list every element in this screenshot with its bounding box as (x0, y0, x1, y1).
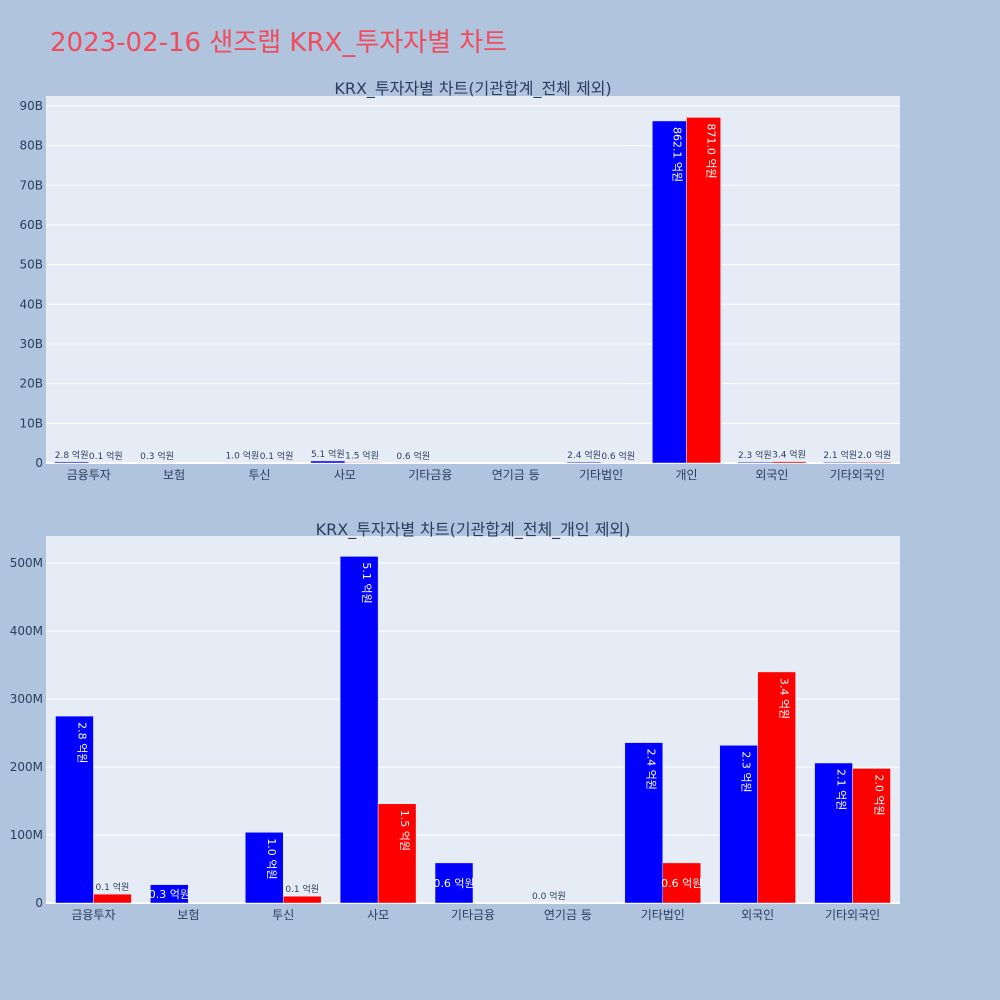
chart1-bar (857, 461, 892, 464)
chart2-bar (245, 832, 284, 904)
chart1-category-label: 사모 (334, 468, 356, 482)
chart1-ytick-label: 60B (19, 218, 43, 232)
chart2-bar (93, 893, 132, 904)
chart1-ytick-label: 80B (19, 139, 43, 153)
chart2-category-label: 금융투자 (71, 908, 115, 922)
chart2-data-label: 1.5 억원 (398, 810, 411, 851)
chart2-bar (662, 862, 701, 904)
chart1-data-label: 2.8 억원 (55, 449, 89, 461)
chart2-data-label: 2.3 억원 (740, 751, 753, 792)
chart2-bar (852, 768, 891, 904)
chart1-ytick-label: 30B (19, 337, 43, 351)
chart1-category-label: 금융투자 (67, 468, 111, 482)
chart1-plot-area (46, 96, 900, 463)
chart2-data-label: 0.1 억원 (285, 883, 319, 895)
chart1-ytick-label: 0 (35, 456, 43, 470)
chart2-data-label: 0.6 억원 (661, 877, 702, 890)
chart2-data-label: 0.6 억원 (433, 877, 474, 890)
chart1-bar (54, 461, 89, 464)
chart2-data-label: 2.4 억원 (645, 749, 658, 790)
page-title: 2023-02-16 샌즈랩 KRX_투자자별 차트 (50, 28, 508, 58)
chart2-category-label: 기타법인 (641, 908, 685, 922)
chart1-category-label: 개인 (675, 468, 697, 482)
chart1-ytick-label: 50B (19, 258, 43, 272)
chart2-category-label: 사모 (367, 908, 389, 922)
chart2-category-label: 보험 (177, 908, 199, 922)
chart1-bar (737, 461, 773, 464)
chart1-data-label: 0.6 억원 (601, 450, 635, 462)
chart2-category-label: 외국인 (741, 908, 774, 922)
chart1-category-label: 투신 (248, 468, 270, 482)
chart1-data-label: 5.1 억원 (311, 448, 345, 460)
chart1-data-label: 2.0 억원 (858, 449, 892, 461)
chart1-title: KRX_투자자별 차트(기관합계_전체 제외) (334, 79, 611, 99)
chart1-bar (652, 120, 687, 464)
chart2-data-label: 2.0 억원 (872, 774, 885, 815)
chart1-category-label: 기타금융 (408, 468, 452, 482)
chart1-bar (566, 461, 602, 464)
chart2-bar (377, 803, 417, 904)
chart2-data-label: 0.3 억원 (149, 888, 190, 901)
chart1-data-label: 0.1 억원 (89, 450, 123, 462)
chart1-bar (344, 462, 380, 464)
chart1-bar (310, 460, 346, 464)
chart2-data-label: 2.1 억원 (834, 769, 847, 810)
chart1-data-label: 862.1 억원 (670, 127, 683, 182)
chart1-category-label: 외국인 (755, 468, 788, 482)
chart2-bar (282, 895, 322, 904)
chart1-data-label: 0.3 억원 (140, 450, 174, 462)
chart2-data-label: 2.8 억원 (75, 722, 88, 763)
chart2-ytick-label: 0 (35, 896, 43, 910)
chart2-ytick-label: 200M (10, 760, 43, 774)
chart2-category-label: 기타외국인 (825, 908, 880, 922)
chart2-data-label: 0.1 억원 (96, 881, 130, 893)
chart1-data-label: 1.0 억원 (226, 450, 260, 462)
chart2-data-label: 3.4 억원 (777, 678, 790, 719)
chart1-category-label: 연기금 등 (492, 468, 540, 482)
chart2-ytick-label: 300M (10, 692, 43, 706)
chart2-bar (434, 862, 474, 904)
chart1-bar (771, 461, 807, 464)
chart2-ytick-label: 500M (10, 556, 43, 570)
chart1-data-label: 1.5 억원 (345, 449, 379, 461)
chart2-category-label: 연기금 등 (544, 908, 592, 922)
chart1-data-label: 2.1 억원 (823, 449, 857, 461)
chart1-bar (686, 117, 721, 464)
chart1-bar (822, 461, 858, 464)
chart1-data-label: 2.3 억원 (738, 449, 772, 461)
chart2-bar (150, 884, 189, 904)
chart1-data-label: 2.4 억원 (567, 449, 601, 461)
chart1-data-label: 871.0 억원 (704, 123, 717, 178)
chart2-data-label: 5.1 억원 (360, 562, 373, 603)
chart1-category-label: 기타외국인 (830, 468, 885, 482)
chart1-ytick-label: 20B (19, 377, 43, 391)
chart2-category-label: 투신 (272, 908, 294, 922)
chart2-ytick-label: 100M (10, 828, 43, 842)
chart2-bar (757, 671, 796, 904)
chart2-bar (55, 715, 94, 904)
chart1-ytick-label: 90B (19, 99, 43, 113)
chart1-data-label: 0.1 억원 (260, 450, 294, 462)
chart1-category-label: 기타법인 (579, 468, 623, 482)
chart1-data-label: 3.4 억원 (772, 449, 806, 461)
chart1-ytick-label: 40B (19, 297, 43, 311)
chart2-bar (814, 762, 853, 904)
chart2-bar (719, 745, 758, 904)
chart1-data-label: 0.6 억원 (396, 450, 430, 462)
chart2-title: KRX_투자자별 차트(기관합계_전체_개인 제외) (316, 520, 631, 540)
chart2-data-label: 1.0 억원 (265, 838, 278, 879)
chart2-bar (624, 742, 664, 904)
chart1-ytick-label: 70B (19, 178, 43, 192)
chart2-category-label: 기타금융 (451, 908, 495, 922)
chart1-ytick-label: 10B (19, 416, 43, 430)
chart2-bar (339, 556, 379, 904)
chart2-data-label: 0.0 억원 (532, 890, 566, 902)
chart1-category-label: 보험 (163, 468, 185, 482)
chart2-ytick-label: 400M (10, 624, 43, 638)
